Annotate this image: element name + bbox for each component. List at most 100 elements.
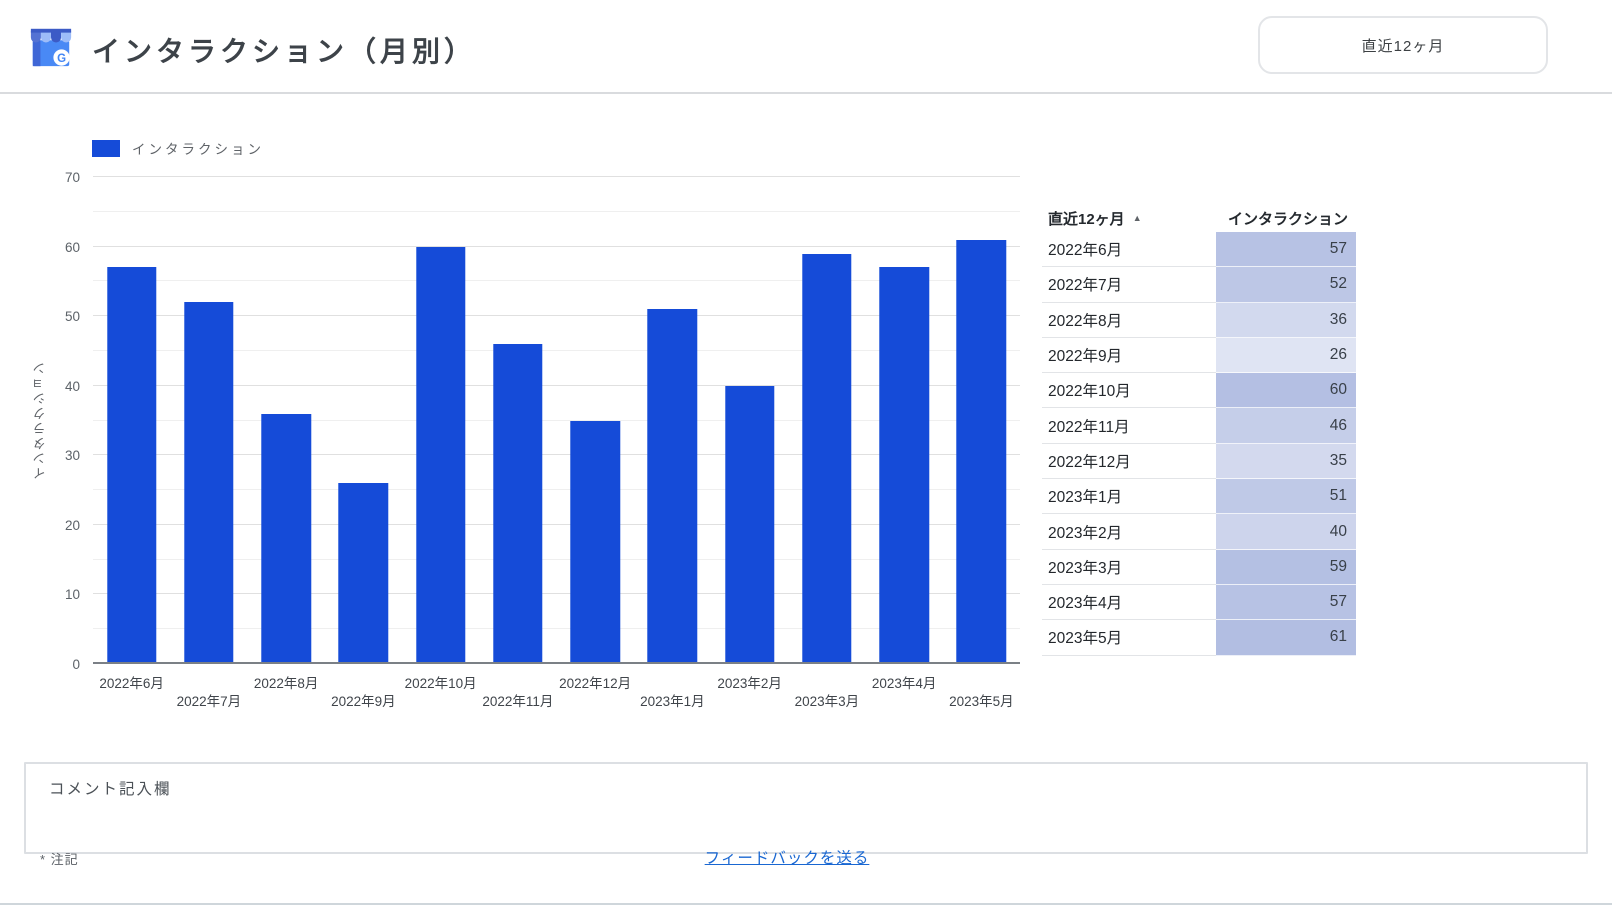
gridline	[93, 280, 1020, 282]
table-cell-month: 2022年6月	[1042, 232, 1216, 268]
gridline	[93, 245, 1020, 247]
table-cell-month: 2022年8月	[1042, 303, 1216, 338]
table-cell-value: 26	[1216, 337, 1356, 374]
x-tick-label: 2022年9月	[331, 694, 396, 709]
send-feedback-link[interactable]: フィードバックを送る	[704, 850, 870, 867]
table-cell-value: 52	[1216, 267, 1356, 303]
table-cell-value: 57	[1216, 584, 1356, 621]
bar-2022年7月[interactable]	[184, 302, 234, 664]
table-cell-value: 61	[1216, 620, 1356, 656]
table-row: 2022年7月 52	[1042, 267, 1356, 303]
x-tick-label: 2023年3月	[794, 694, 860, 709]
y-tick-label: 30	[64, 448, 80, 464]
table-header-month-label: 直近12ヶ月	[1048, 210, 1125, 228]
y-tick-label: 50	[64, 309, 80, 325]
x-tick-label: 2022年6月	[99, 676, 164, 691]
table-row: 2023年1月 51	[1042, 479, 1356, 515]
bar-2023年5月[interactable]	[956, 239, 1007, 664]
bar-2022年10月[interactable]	[415, 246, 466, 664]
table-row: 2022年6月 57	[1042, 232, 1356, 268]
x-axis-labels: 2022年6月 2022年7月 2022年8月 2022年9月 2022年10月 2022…	[93, 668, 1020, 714]
gridline	[93, 315, 1020, 317]
sort-ascending-icon: ▲	[1132, 213, 1142, 223]
table-body: 2022年6月 57 2022年7月 52 2022年8月 36 2022年9月 26 2022…	[1042, 232, 1356, 656]
table-row: 2022年10月 60	[1042, 373, 1356, 409]
table-cell-month: 2022年10月	[1042, 373, 1216, 409]
gridline	[93, 210, 1020, 212]
table-cell-value: 57	[1216, 232, 1356, 268]
bar-2022年12月[interactable]	[570, 420, 620, 664]
chart-legend: インタラクション	[92, 138, 264, 158]
bar-2022年6月[interactable]	[106, 267, 157, 664]
y-tick-label: 0	[72, 657, 80, 672]
table-cell-value: 46	[1216, 408, 1356, 444]
svg-text:G: G	[57, 53, 66, 65]
table-header-row: 直近12ヶ月 ▲ インタラクション	[1042, 204, 1356, 232]
table-header-month[interactable]: 直近12ヶ月 ▲	[1042, 208, 1216, 229]
bar-2023年4月[interactable]	[879, 267, 929, 664]
bar-2023年3月[interactable]	[802, 253, 852, 664]
table-row: 2023年4月 57	[1042, 584, 1356, 621]
x-tick-label: 2022年8月	[253, 676, 319, 691]
gridline	[93, 489, 1020, 491]
bar-2023年1月[interactable]	[647, 309, 698, 664]
table-cell-value: 40	[1216, 514, 1356, 550]
y-tick-label: 20	[64, 517, 80, 533]
table-cell-value: 36	[1216, 302, 1356, 338]
bar-2022年9月[interactable]	[338, 483, 389, 664]
y-tick-label: 70	[64, 170, 80, 185]
feedback-link-wrap: フィードバックを送る	[487, 846, 1087, 868]
x-tick-label: 2023年4月	[871, 676, 937, 691]
table-row: 2022年9月 26	[1042, 337, 1356, 374]
x-tick-label: 2022年12月	[559, 676, 632, 691]
google-business-profile-icon: G	[30, 28, 72, 67]
gridline	[93, 454, 1020, 456]
bar-2022年11月[interactable]	[493, 343, 543, 664]
y-axis-labels: 0 10 20 30 40 50 60 70	[0, 170, 80, 672]
x-tick-label: 2023年1月	[640, 694, 705, 709]
x-tick-label: 2023年2月	[717, 676, 782, 691]
table-cell-month: 2023年1月	[1042, 479, 1216, 515]
table-cell-month: 2023年5月	[1042, 620, 1216, 656]
gridline	[93, 662, 1020, 664]
gridline	[93, 523, 1020, 525]
header-divider	[0, 92, 1612, 94]
table-cell-month: 2023年4月	[1042, 585, 1216, 621]
gridline	[93, 384, 1020, 386]
x-tick-label: 2022年7月	[176, 694, 242, 709]
table-cell-value: 59	[1216, 549, 1356, 585]
table-cell-month: 2022年9月	[1042, 338, 1216, 374]
table-cell-value: 51	[1216, 479, 1356, 515]
table-row: 2023年2月 40	[1042, 514, 1356, 550]
data-table: 直近12ヶ月 ▲ インタラクション 2022年6月 57 2022年7月 52 2022…	[1042, 204, 1356, 656]
table-row: 2022年8月 36	[1042, 302, 1356, 338]
legend-swatch-icon	[92, 139, 120, 157]
comment-input[interactable]: コメント記入欄	[24, 762, 1588, 854]
x-tick-label: 2023年5月	[949, 694, 1014, 709]
footnote: * 注記	[40, 852, 79, 867]
gridline	[93, 558, 1020, 560]
gridline	[93, 176, 1020, 177]
table-cell-month: 2022年7月	[1042, 267, 1216, 303]
date-range-button[interactable]: 直近12ヶ月	[1258, 16, 1548, 74]
table-row: 2023年3月 59	[1042, 549, 1356, 585]
table-row: 2022年11月 46	[1042, 408, 1356, 444]
gridline	[93, 593, 1020, 595]
table-header-value[interactable]: インタラクション	[1227, 210, 1348, 228]
gridline	[93, 628, 1020, 630]
y-tick-label: 10	[64, 587, 80, 603]
table-cell-value: 60	[1216, 373, 1356, 409]
table-cell-month: 2022年12月	[1042, 444, 1216, 480]
table-row: 2023年5月 61	[1042, 620, 1356, 656]
table-cell-month: 2023年2月	[1042, 514, 1216, 550]
y-tick-label: 40	[64, 378, 80, 394]
gridline	[93, 419, 1020, 421]
page-title: インタラクション（月別）	[92, 36, 477, 67]
bar-2023年2月[interactable]	[724, 385, 775, 664]
y-tick-label: 60	[64, 239, 80, 255]
x-tick-label: 2022年11月	[482, 694, 554, 709]
table-row: 2022年12月 35	[1042, 443, 1356, 480]
bar-2022年8月[interactable]	[261, 413, 311, 664]
gridline	[93, 349, 1020, 351]
